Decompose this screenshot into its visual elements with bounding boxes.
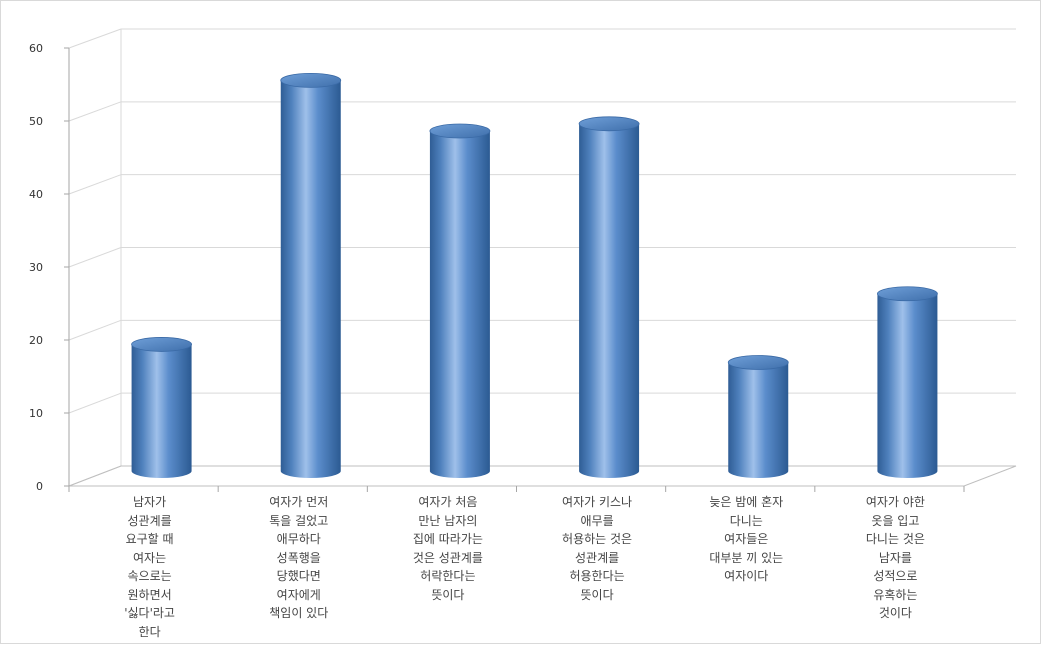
y-tick-label: 40 [29,188,43,201]
y-tick-label: 20 [29,334,43,347]
gridline-side [68,247,122,268]
bar-body [728,362,789,479]
gridline-side [68,28,122,49]
gridline-side [68,319,122,341]
gridlines [68,28,1016,487]
bar-top [877,286,938,302]
y-tick-label: 10 [29,407,43,420]
bar-top [578,116,640,132]
axes [68,48,1017,492]
y-axis-ticks: 0 10 20 30 40 50 60 [29,42,69,493]
y-tick-label: 30 [29,261,43,274]
x-category-label: 여자가 키스나 애무를 허용하는 것은 성관계를 허용한다는 뜻이다 [562,495,633,602]
bar-top [727,355,789,370]
x-category-label: 늦은 밤에 혼자 다니는 여자들은 대부분 끼 있는 여자이다 [709,495,784,583]
bar [727,355,789,479]
bar-body [579,123,640,479]
floor [68,465,1017,487]
y-tick-label: 0 [36,480,43,493]
x-category-label: 여자가 먼저 톡을 걸었고 애무하다 성폭행을 당했다면 여자에게 책임이 있다 [269,495,329,620]
bar [429,123,491,478]
bar-top [131,337,192,352]
bar-body [877,293,938,479]
bar [877,286,938,479]
bar-top [280,73,342,88]
bar [131,337,192,479]
bar [280,73,342,479]
y-tick-label: 60 [29,42,43,55]
x-category-label: 여자가 야한 옷을 입고 다니는 것은 남자를 성적으로 유혹하는 것이다 [865,495,925,620]
x-category-label: 남자가 성관계를 요구할 때 여자는 속으로는 원하면서 '싫다'라고 한다 [124,495,175,639]
bars [131,73,938,479]
gridline-side [68,392,122,414]
bar [578,116,640,479]
gridline-side [68,174,122,195]
x-category-label: 여자가 처음 만난 남자의 집에 따라가는 것은 성관계를 허락한다는 뜻이다 [412,495,483,602]
bar-body [131,344,192,479]
gridline-side [68,101,122,122]
bar-body [429,131,490,478]
bar-top [429,123,491,139]
bar-body [280,80,341,479]
y-tick-label: 50 [29,115,43,128]
